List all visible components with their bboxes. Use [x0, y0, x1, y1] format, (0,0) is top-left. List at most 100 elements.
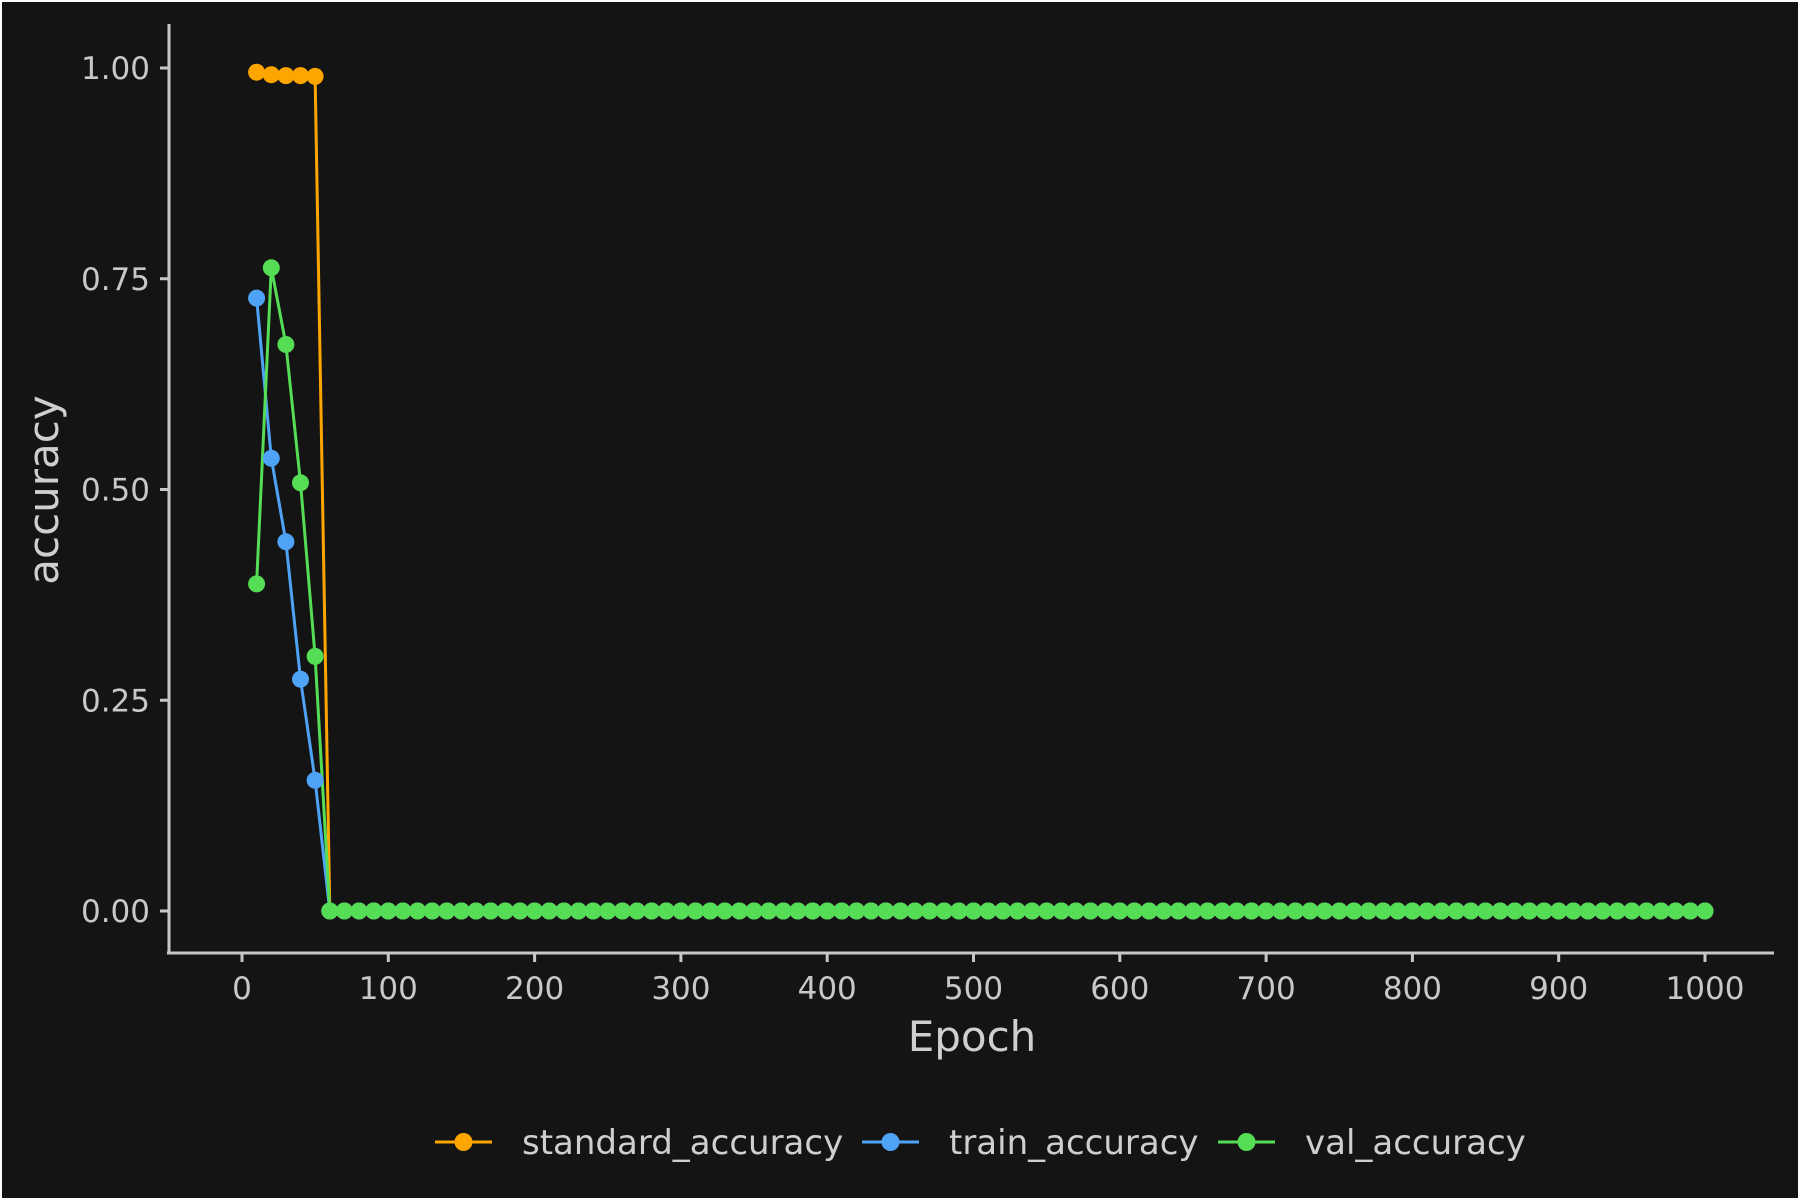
data-point-val-accuracy [1579, 902, 1597, 920]
series-lines [255, 70, 1705, 913]
data-point-val-accuracy [248, 575, 266, 593]
data-point-val-accuracy [1623, 902, 1641, 920]
data-point-val-accuracy [1477, 902, 1494, 920]
data-point-val-accuracy [774, 902, 792, 920]
data-point-val-accuracy [833, 902, 851, 920]
legend-label: train_accuracy [949, 1123, 1199, 1163]
data-point-val-accuracy [1462, 902, 1480, 920]
data-point-val-accuracy [687, 902, 704, 920]
data-point-val-accuracy [965, 902, 982, 920]
data-point-val-accuracy [730, 902, 748, 920]
data-point-val-accuracy [584, 902, 602, 920]
data-point-val-accuracy [1301, 902, 1319, 920]
data-point-val-accuracy [1228, 902, 1246, 920]
data-point-val-accuracy [906, 902, 924, 920]
x-tick-label: 500 [944, 971, 1003, 1007]
data-point-standard-accuracy [292, 67, 309, 85]
y-axis-title: accuracy [19, 395, 68, 585]
data-point-val-accuracy [409, 902, 427, 920]
data-point-val-accuracy [1696, 902, 1714, 920]
data-point-val-accuracy [350, 902, 368, 920]
data-point-val-accuracy [1199, 902, 1217, 920]
data-point-val-accuracy [1038, 902, 1056, 920]
data-point-val-accuracy [672, 902, 690, 920]
data-point-val-accuracy [1564, 902, 1582, 920]
data-point-val-accuracy [1169, 902, 1187, 920]
data-point-val-accuracy [1345, 902, 1363, 920]
data-point-val-accuracy [1125, 902, 1143, 920]
data-point-train-accuracy [292, 670, 309, 688]
data-point-train-accuracy [277, 533, 295, 551]
y-tick-label: 1.00 [81, 51, 150, 87]
x-tick-label: 700 [1237, 971, 1296, 1007]
data-point-val-accuracy [1052, 902, 1070, 920]
data-point-val-accuracy [950, 902, 968, 920]
data-point-val-accuracy [1330, 902, 1348, 920]
series-line-train-accuracy [255, 297, 1705, 913]
data-point-val-accuracy [613, 902, 631, 920]
data-point-train-accuracy [248, 289, 266, 307]
legend-label: standard_accuracy [522, 1123, 843, 1163]
legend-swatch-point [454, 1133, 473, 1151]
data-point-val-accuracy [1608, 902, 1626, 920]
data-point-val-accuracy [643, 902, 661, 920]
data-point-val-accuracy [789, 902, 807, 920]
y-ticks: 0.00 0.25 0.50 0.75 1.00 [81, 51, 169, 930]
data-point-val-accuracy [1535, 902, 1553, 920]
data-point-val-accuracy [877, 902, 895, 920]
data-point-val-accuracy [1667, 902, 1685, 920]
data-point-val-accuracy [1550, 902, 1568, 920]
data-point-val-accuracy [1023, 902, 1041, 920]
legend-item-standard-accuracy: standard_accuracy [435, 1123, 843, 1163]
data-point-val-accuracy [511, 902, 529, 920]
data-point-val-accuracy [1638, 902, 1655, 920]
series-line-val-accuracy [255, 267, 1705, 913]
data-point-val-accuracy [1418, 902, 1436, 920]
data-point-val-accuracy [760, 902, 778, 920]
x-tick-label: 0 [232, 971, 252, 1007]
data-point-val-accuracy [657, 902, 675, 920]
data-point-train-accuracy [306, 771, 324, 789]
data-point-val-accuracy [1286, 902, 1304, 920]
data-point-val-accuracy [496, 902, 514, 920]
data-point-val-accuracy [423, 902, 441, 920]
data-point-val-accuracy [862, 902, 880, 920]
data-point-val-accuracy [979, 902, 997, 920]
data-point-val-accuracy [555, 902, 573, 920]
x-tick-label: 300 [651, 971, 710, 1007]
data-point-val-accuracy [452, 902, 470, 920]
data-point-standard-accuracy [248, 63, 266, 81]
data-point-val-accuracy [745, 902, 763, 920]
y-tick-label: 0.00 [81, 894, 150, 930]
data-point-val-accuracy [1652, 902, 1670, 920]
data-point-val-accuracy [1491, 902, 1509, 920]
legend-item-train-accuracy: train_accuracy [862, 1123, 1199, 1163]
data-point-val-accuracy [818, 902, 836, 920]
data-point-val-accuracy [1257, 902, 1275, 920]
data-point-val-accuracy [467, 902, 485, 920]
data-point-val-accuracy [599, 902, 617, 920]
x-tick-label: 400 [798, 971, 857, 1007]
x-axis-title: Epoch [908, 1012, 1037, 1061]
y-tick-label: 0.75 [81, 262, 150, 298]
data-point-val-accuracy [935, 902, 953, 920]
data-point-val-accuracy [804, 902, 822, 920]
data-point-val-accuracy [628, 902, 646, 920]
data-point-val-accuracy [1184, 902, 1202, 920]
data-point-val-accuracy [365, 902, 383, 920]
data-point-val-accuracy [1082, 902, 1099, 920]
data-point-val-accuracy [1681, 902, 1699, 920]
x-ticks: 0 100 200 300 400 500 600 700 800 900 1000 [232, 953, 1744, 1007]
data-point-val-accuracy [1067, 902, 1085, 920]
data-point-val-accuracy [292, 474, 309, 492]
legend: standard_accuracy train_accuracy val_accur… [435, 1123, 1526, 1163]
data-point-standard-accuracy [262, 66, 280, 84]
data-point-val-accuracy [1594, 902, 1612, 920]
legend-item-val-accuracy: val_accuracy [1218, 1123, 1526, 1163]
data-point-val-accuracy [262, 259, 280, 277]
data-point-val-accuracy [1403, 902, 1421, 920]
data-point-val-accuracy [701, 902, 719, 920]
data-point-val-accuracy [277, 336, 295, 353]
data-point-val-accuracy [1374, 902, 1392, 920]
